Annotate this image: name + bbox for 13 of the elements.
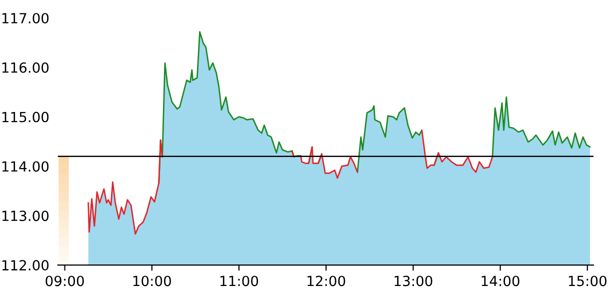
x-tick-label: 15:00 <box>568 276 606 286</box>
x-tick-label: 09:00 <box>46 276 84 286</box>
x-tick-label: 10:00 <box>133 276 171 286</box>
x-tick-label: 11:00 <box>220 276 258 286</box>
y-tick-label: 115.00 <box>2 112 49 122</box>
x-tick-label: 12:00 <box>308 276 346 286</box>
y-tick-label: 117.00 <box>2 12 49 24</box>
y-tick-label: 116.00 <box>2 62 49 73</box>
y-tick-label: 113.00 <box>2 210 49 222</box>
y-tick-label: 112.00 <box>2 260 49 271</box>
y-tick-label: 114.00 <box>2 161 49 172</box>
x-tick-label: 13:00 <box>394 276 432 286</box>
x-tick-label: 14:00 <box>482 276 520 286</box>
